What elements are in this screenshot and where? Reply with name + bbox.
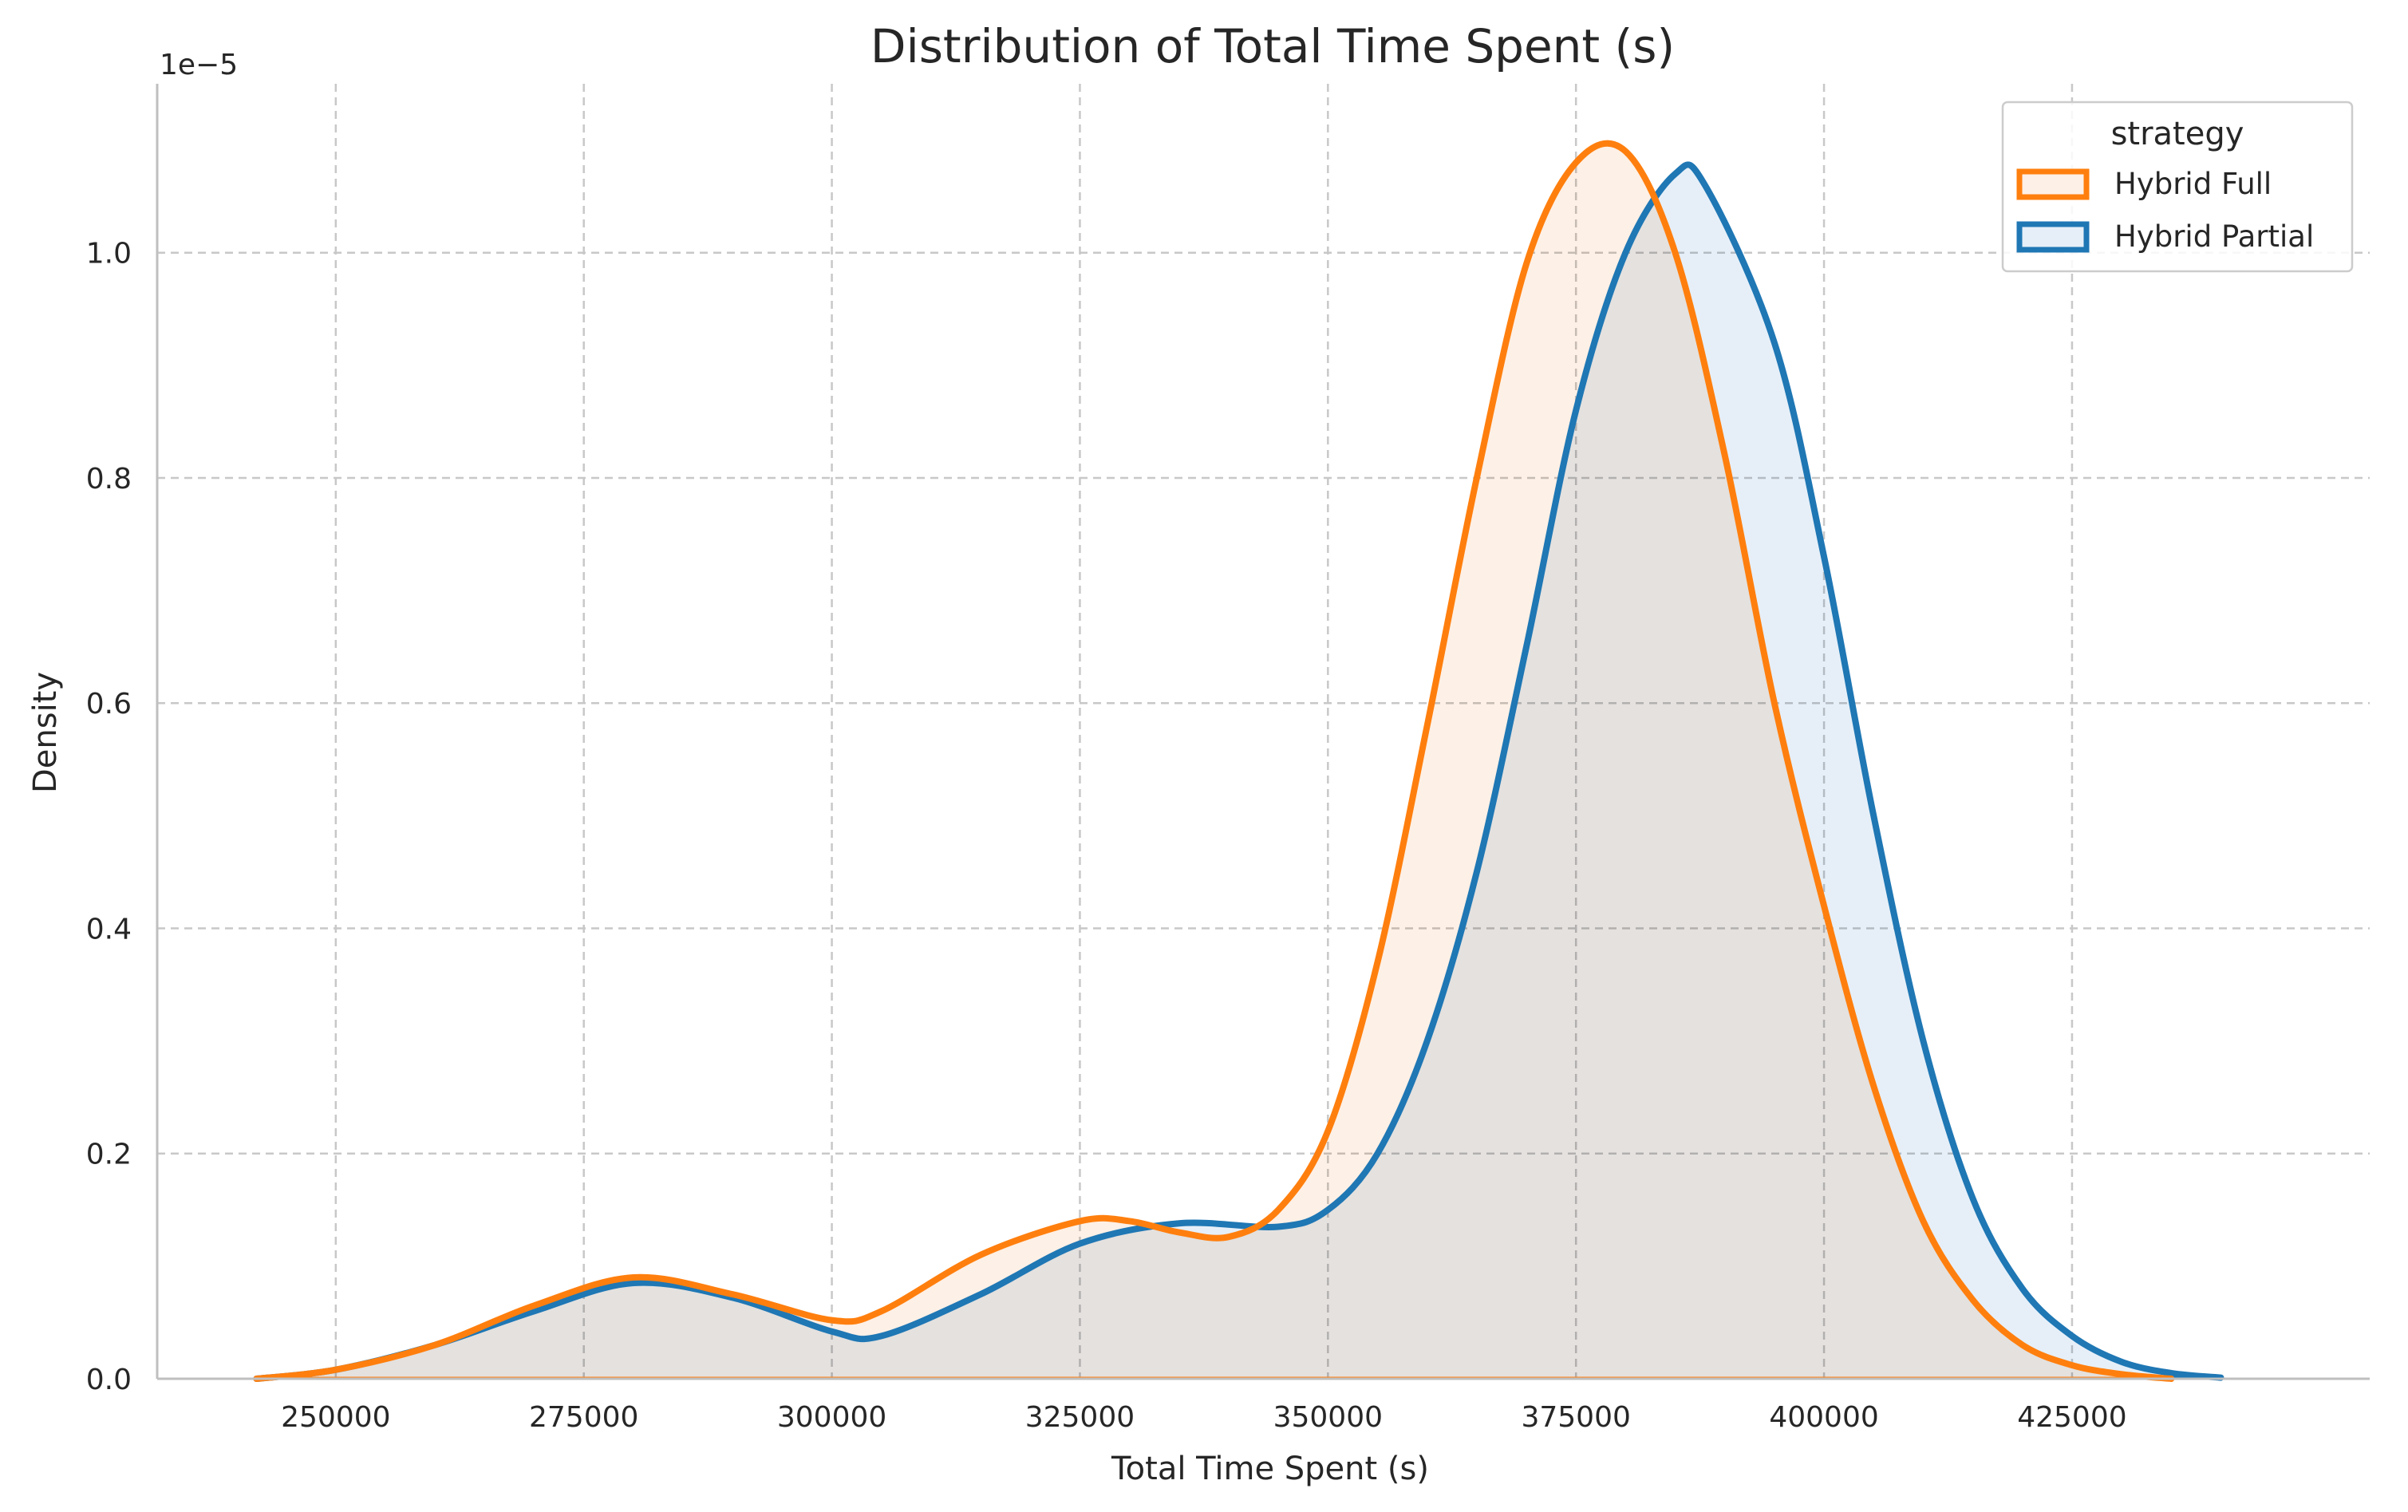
legend-swatch xyxy=(2016,168,2090,200)
y-axis-label: Density xyxy=(27,672,64,793)
legend-entry-hybrid-partial: Hybrid Partial xyxy=(2016,219,2314,254)
y-tick-label: 0.4 xyxy=(86,913,132,945)
y-tick-labels: 0.0 0.2 0.4 0.6 0.8 1.0 xyxy=(86,238,132,1396)
y-tick-label: 0.2 xyxy=(86,1139,132,1171)
axes xyxy=(156,84,2370,1380)
density-area-hybrid-partial xyxy=(256,164,2221,1380)
y-tick-label: 1.0 xyxy=(86,238,132,270)
y-tick-label: 0.6 xyxy=(86,688,132,720)
series-layer xyxy=(253,140,2224,1382)
chart-title: Distribution of Total Time Spent (s) xyxy=(870,19,1675,73)
x-tick-label: 350000 xyxy=(1273,1401,1383,1434)
y-tick-label: 0.8 xyxy=(86,463,132,495)
legend-frame xyxy=(2001,101,2354,273)
x-tick-label: 325000 xyxy=(1025,1401,1135,1434)
x-tick-label: 425000 xyxy=(2017,1401,2126,1434)
x-tick-labels: 250000 275000 300000 325000 350000 375000 4000… xyxy=(281,1401,2127,1434)
density-line-hybrid-partial xyxy=(253,161,2224,1382)
legend-title: strategy xyxy=(2111,116,2244,152)
y-offset-label: 1e−5 xyxy=(160,49,238,81)
x-tick-label: 375000 xyxy=(1521,1401,1630,1434)
y-tick-label: 0.0 xyxy=(86,1364,132,1396)
x-tick-label: 275000 xyxy=(529,1401,638,1434)
legend: strategy Hybrid Full Hybrid Partial xyxy=(2001,101,2354,273)
x-tick-label: 300000 xyxy=(777,1401,886,1434)
legend-swatch xyxy=(2016,221,2090,253)
grid-lines xyxy=(157,84,2370,1379)
legend-label: Hybrid Full xyxy=(2114,167,2272,201)
density-line-hybrid-full xyxy=(253,140,2175,1382)
x-axis-label: Total Time Spent (s) xyxy=(1111,1451,1429,1487)
density-area-hybrid-full xyxy=(256,143,2172,1379)
x-tick-label: 400000 xyxy=(1769,1401,1878,1434)
legend-entry-hybrid-full: Hybrid Full xyxy=(2016,167,2272,201)
legend-label: Hybrid Partial xyxy=(2114,219,2314,254)
x-tick-label: 250000 xyxy=(281,1401,390,1434)
legend-entries: Hybrid Full Hybrid Partial xyxy=(2016,167,2314,254)
